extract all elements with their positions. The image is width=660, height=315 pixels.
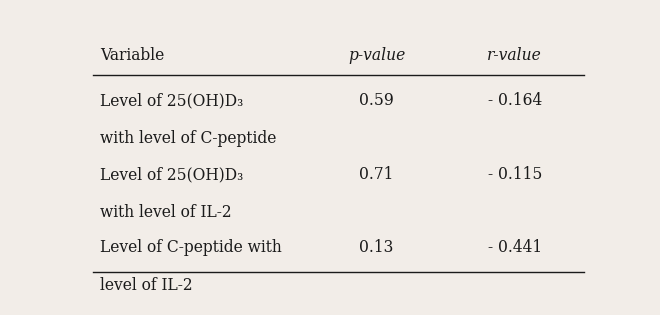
Text: 0.13: 0.13 bbox=[360, 239, 394, 256]
Text: Level of 25(OH)D₃: Level of 25(OH)D₃ bbox=[100, 92, 244, 109]
Text: - 0.115: - 0.115 bbox=[488, 166, 542, 183]
Text: with level of IL-2: with level of IL-2 bbox=[100, 204, 232, 221]
Text: with level of C-peptide: with level of C-peptide bbox=[100, 130, 277, 147]
Text: Level of C-peptide with: Level of C-peptide with bbox=[100, 239, 282, 256]
Text: - 0.441: - 0.441 bbox=[488, 239, 542, 256]
Text: Level of 25(OH)D₃: Level of 25(OH)D₃ bbox=[100, 166, 244, 183]
Text: p-value: p-value bbox=[348, 48, 405, 65]
Text: Variable: Variable bbox=[100, 48, 164, 65]
Text: r-value: r-value bbox=[487, 48, 542, 65]
Text: - 0.164: - 0.164 bbox=[488, 92, 542, 109]
Text: 0.59: 0.59 bbox=[359, 92, 394, 109]
Text: 0.71: 0.71 bbox=[360, 166, 394, 183]
Text: level of IL-2: level of IL-2 bbox=[100, 277, 193, 294]
